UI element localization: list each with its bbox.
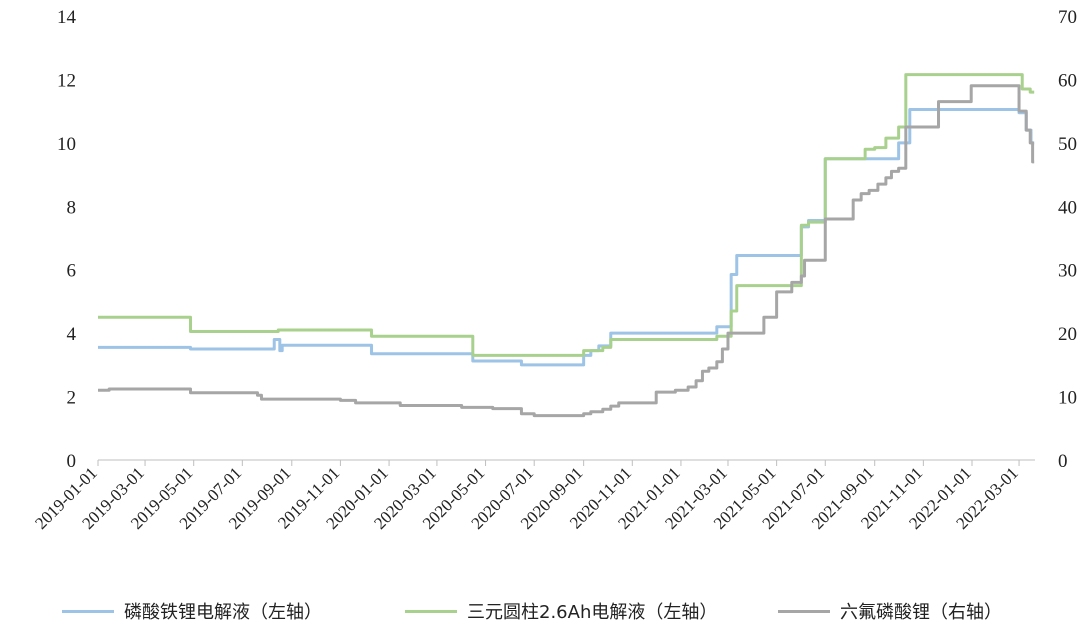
legend: 磷酸铁锂电解液（左轴） 三元圆柱2.6Ah电解液（左轴） 六氟磷酸锂（右轴）: [0, 596, 1091, 626]
line-chart: 2019-01-012019-03-012019-05-012019-07-01…: [31, 7, 1077, 533]
legend-label-lfp-electrolyte: 磷酸铁锂电解液（左轴）: [124, 602, 322, 623]
legend-label-ternary-electrolyte: 三元圆柱2.6Ah电解液（左轴）: [467, 602, 718, 623]
y-right-tick-label: 50: [1058, 134, 1077, 155]
y-left-tick-label: 8: [67, 197, 77, 218]
legend-swatch-lfp-electrolyte: [62, 609, 114, 613]
y-right-tick-label: 70: [1058, 7, 1077, 28]
y-right-tick-label: 60: [1058, 70, 1077, 91]
legend-item-lfp-electrolyte: 磷酸铁锂电解液（左轴）: [62, 596, 322, 626]
y-right-tick-label: 0: [1058, 451, 1068, 472]
legend-item-ternary-electrolyte: 三元圆柱2.6Ah电解液（左轴）: [405, 596, 717, 626]
y-right-tick-label: 20: [1058, 324, 1077, 345]
series-line-ternary-electrolyte: [98, 73, 1035, 357]
plot-lines: [98, 73, 1035, 418]
series-line-lfp-electrolyte: [98, 108, 1035, 367]
y-left-tick-label: 2: [67, 388, 77, 409]
y-left-tick-label: 0: [67, 451, 77, 472]
y-left-tick-label: 10: [57, 134, 76, 155]
legend-swatch-lipf6: [778, 609, 830, 613]
y-right-tick-label: 40: [1058, 197, 1077, 218]
series-line-lipf6: [98, 84, 1035, 418]
x-axis: 2019-01-012019-03-012019-05-012019-07-01…: [31, 459, 1035, 533]
legend-label-lipf6: 六氟磷酸锂（右轴）: [840, 602, 1002, 623]
legend-item-lipf6: 六氟磷酸锂（右轴）: [778, 596, 1002, 626]
y-left-tick-label: 14: [57, 7, 77, 28]
y-left-tick-label: 12: [57, 70, 76, 91]
y-left-tick-label: 4: [67, 324, 77, 345]
y-right-tick-label: 10: [1058, 388, 1077, 409]
y-axis-right: 0 10 20 30 40 50 60 70: [1058, 7, 1077, 472]
y-axis-left: 0 2 4 6 8 10 12 14: [57, 7, 77, 472]
y-right-tick-label: 30: [1058, 261, 1077, 282]
y-left-tick-label: 6: [67, 261, 77, 282]
legend-swatch-ternary-electrolyte: [405, 609, 457, 613]
